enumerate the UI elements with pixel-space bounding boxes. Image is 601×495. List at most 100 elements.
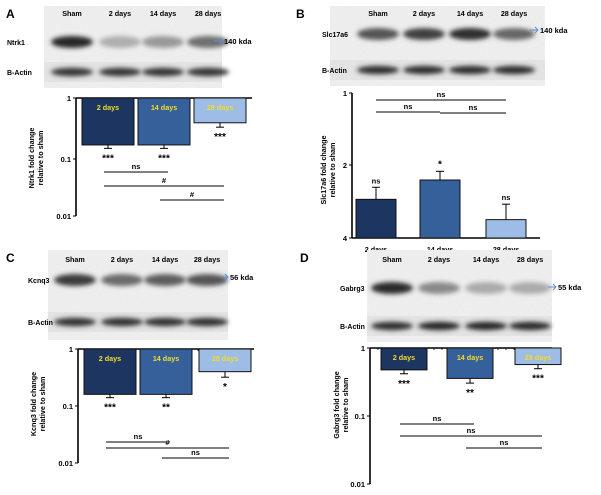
bar — [137, 97, 191, 146]
blot-band — [142, 67, 184, 77]
blot-band — [418, 321, 460, 331]
category-label: 2 days — [365, 245, 387, 254]
bar-plot: 1 0.1 0.01 Gabrg3 fold changerelative to sh… — [332, 344, 562, 489]
comparison-label: ns — [404, 102, 413, 111]
y-tick-label: 4 — [343, 234, 348, 243]
blot-band — [357, 28, 399, 40]
significance-label: *** — [398, 379, 410, 390]
size-arrowhead-icon — [552, 283, 557, 291]
category-label: 28 days — [212, 354, 238, 363]
blot-row-label: Gabrg3 — [340, 286, 365, 293]
blot-band — [371, 282, 413, 294]
blot-band — [99, 67, 141, 77]
lane-label: 2 days — [413, 9, 435, 18]
bar-plot: 1 0.1 0.01 Ntrk1 fold changerelative to sha… — [27, 94, 252, 221]
comparison-label: ns — [467, 426, 476, 435]
blot-band — [403, 28, 445, 40]
lane-label: 2 days — [111, 255, 133, 264]
blot-row-label: B-Actin — [7, 70, 32, 77]
significance-label: *** — [214, 132, 226, 143]
size-label: 140 kda — [540, 26, 568, 35]
category-label: 14 days — [153, 354, 179, 363]
lane-label: 2 days — [109, 9, 131, 18]
lane-label: 2 days — [428, 255, 450, 264]
panel-B: B Sham 2 days 14 days 28 days Slc17a6 B-Actin 1… — [296, 6, 568, 254]
lane-label: Sham — [382, 255, 402, 264]
y-axis-label-line: relative to sham — [341, 378, 350, 433]
bar — [485, 219, 527, 239]
blot-band — [144, 274, 186, 286]
y-tick-label: 0.1 — [61, 155, 71, 164]
blot-band — [187, 67, 229, 77]
lane-label: 14 days — [152, 255, 178, 264]
panel-letter: B — [296, 7, 305, 21]
blot-band — [493, 28, 535, 40]
blot-band — [493, 65, 535, 75]
blot-band — [144, 317, 186, 327]
comparison-label: # — [162, 176, 167, 185]
size-arrowhead-icon — [224, 273, 229, 281]
bar — [446, 347, 494, 379]
y-axis-label: Ntrk1 fold changerelative to sham — [27, 128, 45, 189]
y-axis-label-line: Ntrk1 fold change — [27, 128, 36, 189]
significance-label: *** — [532, 374, 544, 385]
bar — [355, 198, 397, 239]
significance-label: ** — [466, 388, 474, 399]
bar — [139, 348, 193, 395]
y-axis-label-line: Kcnq3 fold change — [29, 372, 38, 436]
size-arrowhead-icon — [218, 37, 223, 45]
blot-band — [357, 65, 399, 75]
y-axis-label-line: Slc17a6 fold change — [319, 135, 328, 204]
lane-label: Sham — [62, 9, 82, 18]
panel-letter: C — [6, 251, 15, 265]
panel-D: D Sham 2 days 14 days 28 days Gabrg3 B-Actin 55… — [300, 250, 582, 489]
blot-band — [186, 317, 228, 327]
blot-row-label: B-Actin — [322, 68, 347, 75]
blot-row-label: B-Actin — [28, 320, 53, 327]
size-label: 140 kda — [224, 37, 252, 46]
category-label: 14 days — [457, 353, 483, 362]
panel-C: C Sham 2 days 14 days 28 days Kcnq3 B-Actin 56 … — [6, 250, 254, 468]
blot-band — [101, 317, 143, 327]
blot-band — [509, 321, 551, 331]
comparison-label: ns — [191, 448, 200, 457]
blot-row-label: B-Actin — [340, 324, 365, 331]
y-tick-label: 2 — [343, 161, 347, 170]
category-label: 14 days — [427, 245, 453, 254]
comparison-label: ns — [469, 103, 478, 112]
lane-label: Sham — [65, 255, 85, 264]
lane-label: 14 days — [473, 255, 499, 264]
size-arrowhead-icon — [534, 26, 539, 34]
western-blot: Sham 2 days 14 days 28 days Kcnq3 B-Actin 56 k… — [28, 250, 254, 340]
bar — [83, 348, 137, 395]
category-label: 28 days — [525, 353, 551, 362]
category-label: 2 days — [97, 103, 119, 112]
western-blot: Sham 2 days 14 days 28 days Ntrk1 B-Actin 140 … — [7, 6, 252, 88]
blot-row-label: Slc17a6 — [322, 32, 348, 39]
category-label: 28 days — [207, 103, 233, 112]
blot-band — [51, 67, 93, 77]
y-axis-label-line: relative to sham — [36, 131, 45, 186]
significance-label: * — [438, 159, 442, 170]
western-blot: Sham 2 days 14 days 28 days Slc17a6 B-Actin 14… — [322, 6, 568, 86]
lane-label: 28 days — [501, 9, 527, 18]
y-axis-label-line: relative to sham — [38, 377, 47, 432]
y-tick-label: 1 — [361, 344, 365, 353]
lane-label: 28 days — [195, 9, 221, 18]
y-tick-label: 1 — [67, 94, 71, 103]
category-label: 28 days — [493, 245, 519, 254]
blot-band — [142, 36, 184, 48]
comparison-label: ns — [433, 414, 442, 423]
comparison-label: ns — [134, 432, 143, 441]
significance-label: *** — [102, 153, 114, 164]
y-tick-label: 0.1 — [355, 412, 365, 421]
western-blot: Sham 2 days 14 days 28 days Gabrg3 B-Actin 55 … — [340, 250, 582, 342]
bar-plot: 1 0.1 0.01 Kcnq3 fold changerelative to sha… — [29, 345, 254, 468]
comparison-label: ns — [437, 90, 446, 99]
blot-band — [101, 274, 143, 286]
blot-band — [418, 282, 460, 294]
lane-label: 14 days — [150, 9, 176, 18]
blot-band — [449, 65, 491, 75]
blot-band — [449, 28, 491, 40]
blot-band — [99, 36, 141, 48]
